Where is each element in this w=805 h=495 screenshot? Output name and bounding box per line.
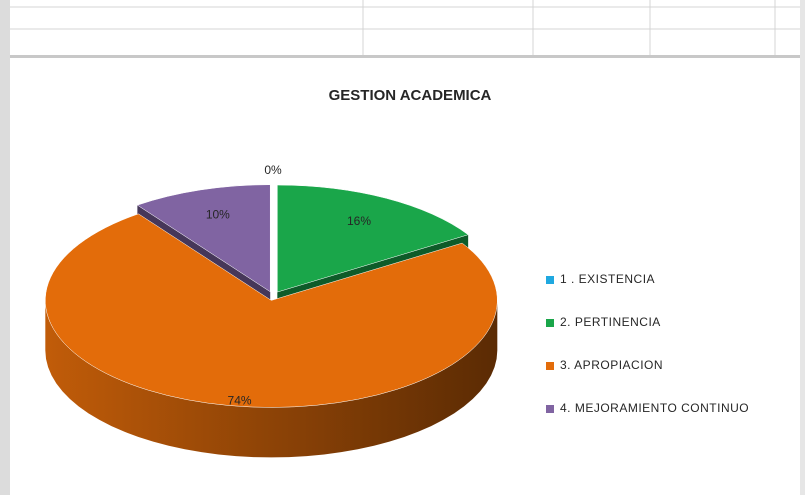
slice-top	[136, 184, 271, 293]
legend-swatch	[546, 319, 554, 327]
data-label: 16%	[347, 214, 371, 228]
legend-label: 3. APROPIACION	[560, 358, 663, 372]
pie	[45, 184, 498, 458]
legend-label: 1 . EXISTENCIA	[560, 272, 655, 286]
slice	[45, 213, 498, 458]
slice-top	[277, 184, 469, 293]
data-label: 10%	[206, 208, 230, 222]
legend-swatch	[546, 276, 554, 284]
legend-label: 2. PERTINENCIA	[560, 315, 661, 329]
chart-frame-top	[10, 55, 800, 58]
data-label: 74%	[228, 393, 252, 407]
legend-label: 4. MEJORAMIENTO CONTINUO	[560, 401, 749, 415]
slice-top	[45, 213, 498, 408]
chart-title: GESTION ACADEMICA	[329, 87, 492, 104]
chart-frame-left	[0, 0, 10, 495]
chart-frame-right	[800, 0, 805, 495]
data-label: 0%	[264, 163, 282, 177]
legend-swatch	[546, 405, 554, 413]
legend-swatch	[546, 362, 554, 370]
slice-side	[45, 300, 498, 458]
